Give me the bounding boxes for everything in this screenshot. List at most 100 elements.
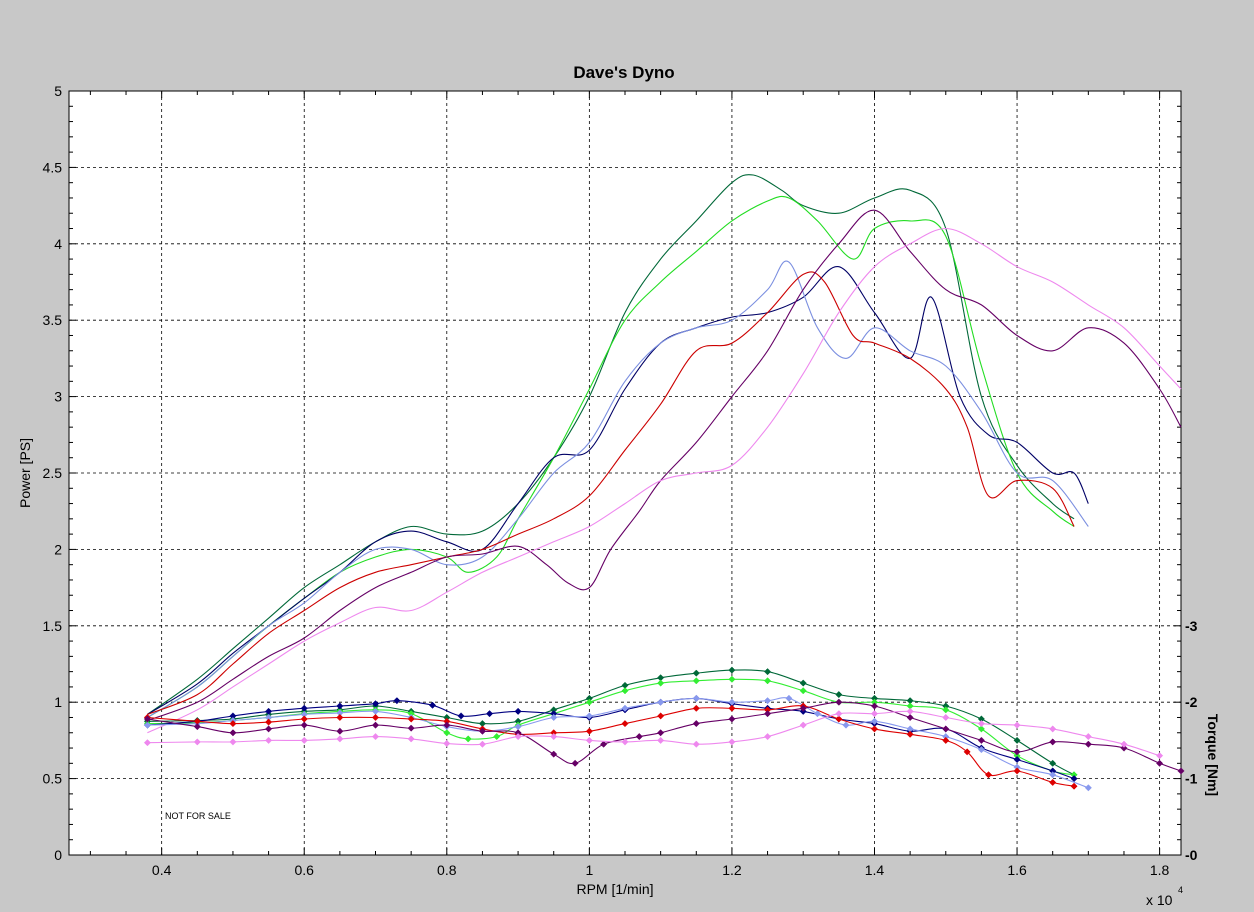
- y-tick-label: 0: [54, 847, 62, 863]
- torque-point-marker: [657, 736, 665, 744]
- torque-point-marker: [336, 713, 344, 722]
- torque-series-line: [147, 697, 1089, 789]
- y2-tick-label: -2: [1185, 694, 1198, 710]
- torque-point-marker: [657, 679, 665, 687]
- minor-ticks: [69, 90, 1181, 856]
- power-series-line: [147, 209, 1182, 722]
- torque-point-marker: [835, 715, 843, 723]
- torque-point-marker: [1049, 778, 1057, 786]
- x-tick-label: 0.6: [294, 862, 314, 878]
- y-tick-label: 2: [54, 541, 62, 557]
- torque-point-marker: [265, 718, 273, 726]
- torque-point-marker: [1049, 725, 1057, 733]
- torque-point-marker: [336, 735, 344, 743]
- torque-point-marker: [799, 687, 807, 695]
- torque-point-marker: [143, 739, 151, 747]
- y-tick-label: 4.5: [43, 159, 63, 175]
- torque-point-marker: [692, 740, 700, 748]
- torque-point-marker: [600, 740, 608, 748]
- torque-point-marker: [550, 713, 558, 722]
- torque-point-marker: [799, 704, 807, 712]
- torque-point-marker: [942, 725, 950, 733]
- torque-point-marker: [585, 727, 593, 735]
- torque-point-marker: [692, 704, 700, 712]
- y-tick-label: 1: [54, 694, 62, 710]
- torque-point-marker: [728, 738, 736, 746]
- y-tick-label: 1.5: [43, 618, 63, 634]
- power-series-line: [147, 260, 1089, 718]
- torque-series-line: [147, 678, 1075, 776]
- torque-point-marker: [300, 721, 308, 729]
- x-tick-label: 1.6: [1007, 862, 1027, 878]
- x-axis-label: RPM [1/min]: [576, 881, 653, 897]
- torque-point-marker: [621, 738, 629, 746]
- torque-point-marker: [300, 736, 308, 744]
- y2-axis-label: Torque [Nm]: [1205, 714, 1221, 796]
- torque-point-marker: [1049, 738, 1057, 746]
- torque-point-marker: [1156, 752, 1164, 760]
- torque-point-marker: [336, 727, 344, 735]
- torque-point-marker: [764, 668, 772, 676]
- torque-point-marker: [407, 724, 415, 732]
- torque-point-marker: [842, 721, 850, 729]
- x-tick-label: 1.2: [722, 862, 742, 878]
- torque-point-marker: [728, 704, 736, 712]
- torque-point-marker: [764, 710, 772, 718]
- torque-point-marker: [977, 746, 985, 754]
- torque-point-marker: [1013, 736, 1021, 744]
- y-tick-label: 3: [54, 389, 62, 405]
- torque-point-marker: [906, 713, 914, 722]
- torque-point-marker: [229, 720, 237, 728]
- torque-series-line: [147, 705, 1075, 787]
- torque-point-marker: [1084, 740, 1092, 748]
- torque-point-marker: [514, 733, 522, 741]
- torque-point-marker: [728, 675, 736, 683]
- y2-tick-label: -0: [1185, 847, 1198, 863]
- torque-point-marker: [870, 717, 879, 725]
- torque-point-marker: [692, 677, 700, 685]
- torque-point-marker: [1013, 748, 1021, 756]
- torque-point-marker: [813, 710, 822, 718]
- x-tick-label: 1.8: [1150, 862, 1170, 878]
- torque-point-marker: [229, 738, 237, 746]
- torque-point-marker: [963, 748, 971, 756]
- y-axis-label: Power [PS]: [17, 438, 33, 508]
- torque-point-marker: [486, 710, 494, 718]
- torque-point-marker: [906, 707, 914, 715]
- torque-point-marker: [407, 735, 415, 743]
- torque-point-marker: [478, 727, 486, 735]
- chart-title: Dave's Dyno: [573, 63, 674, 82]
- y-tick-label: 3.5: [43, 312, 63, 328]
- torque-point-marker: [443, 721, 451, 729]
- torque-point-marker: [799, 679, 807, 687]
- torque-point-marker: [514, 707, 522, 715]
- torque-point-marker: [764, 677, 772, 685]
- y2-tick-label: -3: [1185, 618, 1198, 634]
- torque-point-marker: [728, 666, 736, 674]
- torque-point-marker: [571, 759, 579, 767]
- torque-point-marker: [193, 723, 201, 731]
- torque-point-marker: [799, 721, 807, 729]
- torque-point-marker: [1084, 784, 1092, 792]
- x-tick-label: 0.4: [152, 862, 172, 878]
- torque-point-marker: [457, 712, 465, 720]
- torque-point-marker: [229, 729, 237, 737]
- torque-point-marker: [785, 694, 793, 702]
- torque-point-marker: [728, 715, 736, 723]
- torque-point-marker: [443, 739, 451, 748]
- torque-point-marker: [393, 697, 401, 705]
- torque-point-marker: [1070, 782, 1078, 790]
- torque-point-marker: [193, 738, 201, 746]
- x-tick-label: 1.4: [865, 862, 885, 878]
- torque-point-marker: [621, 687, 629, 695]
- y-tick-label: 2.5: [43, 465, 63, 481]
- torque-point-marker: [1013, 755, 1021, 764]
- torque-point-marker: [692, 720, 700, 728]
- torque-point-marker: [870, 702, 879, 710]
- torque-point-marker: [585, 736, 593, 744]
- x-multiplier-label: x 10: [1146, 892, 1173, 908]
- torque-point-marker: [428, 701, 437, 709]
- torque-point-marker: [371, 733, 380, 741]
